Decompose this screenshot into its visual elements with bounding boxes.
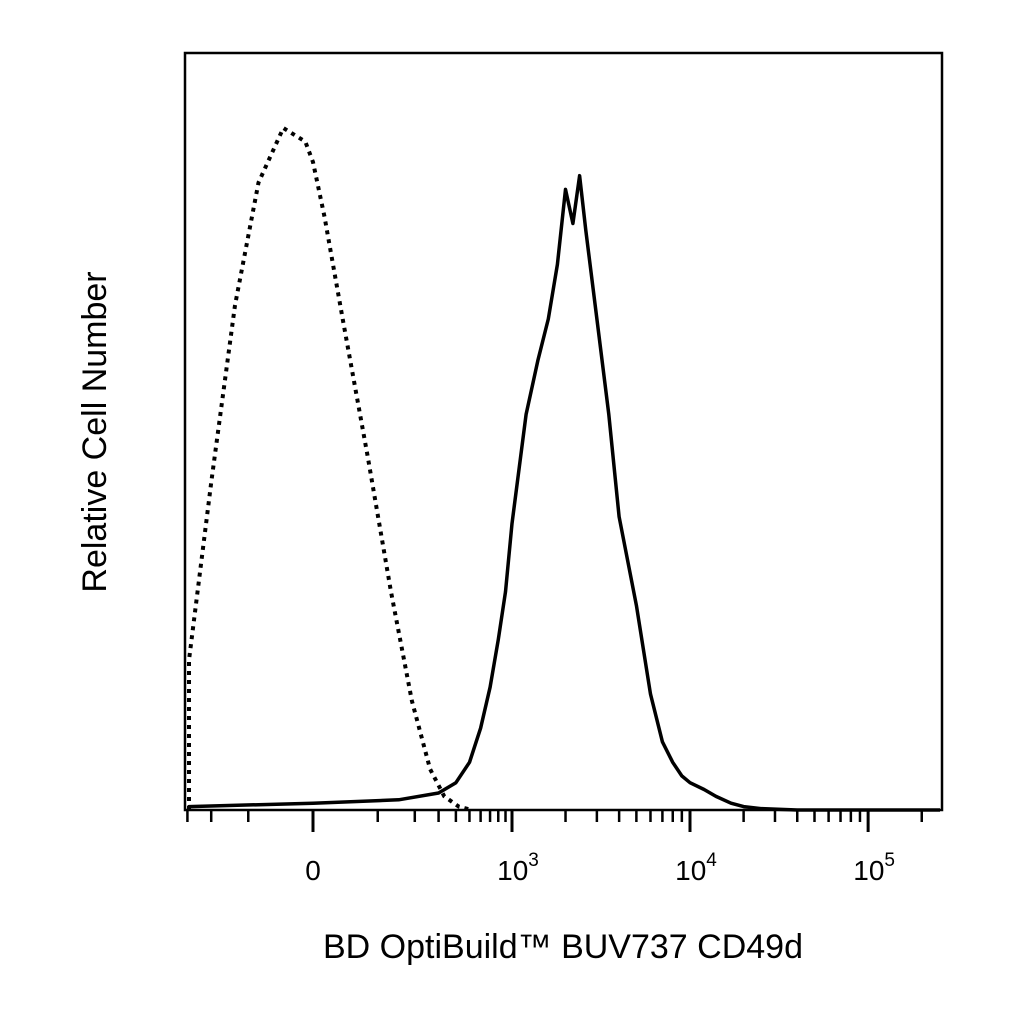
x-tick-label: 0 — [305, 855, 321, 886]
series-line-solid — [187, 173, 940, 812]
y-axis-title: Relative Cell Number — [76, 271, 114, 592]
x-axis-minor-ticks — [186, 810, 923, 822]
x-axis-major-ticks — [311, 810, 870, 832]
x-tick-label: 104 — [675, 850, 717, 886]
x-tick-label: 103 — [497, 850, 539, 886]
x-axis-tick-labels: 0 103 104 105 — [305, 850, 895, 886]
x-tick-label: 105 — [853, 850, 895, 886]
x-axis-title: BD OptiBuild™ BUV737 CD49d — [323, 928, 803, 966]
series-group — [187, 126, 940, 812]
plot-frame — [183, 51, 944, 812]
series-line-dotted — [187, 126, 473, 812]
